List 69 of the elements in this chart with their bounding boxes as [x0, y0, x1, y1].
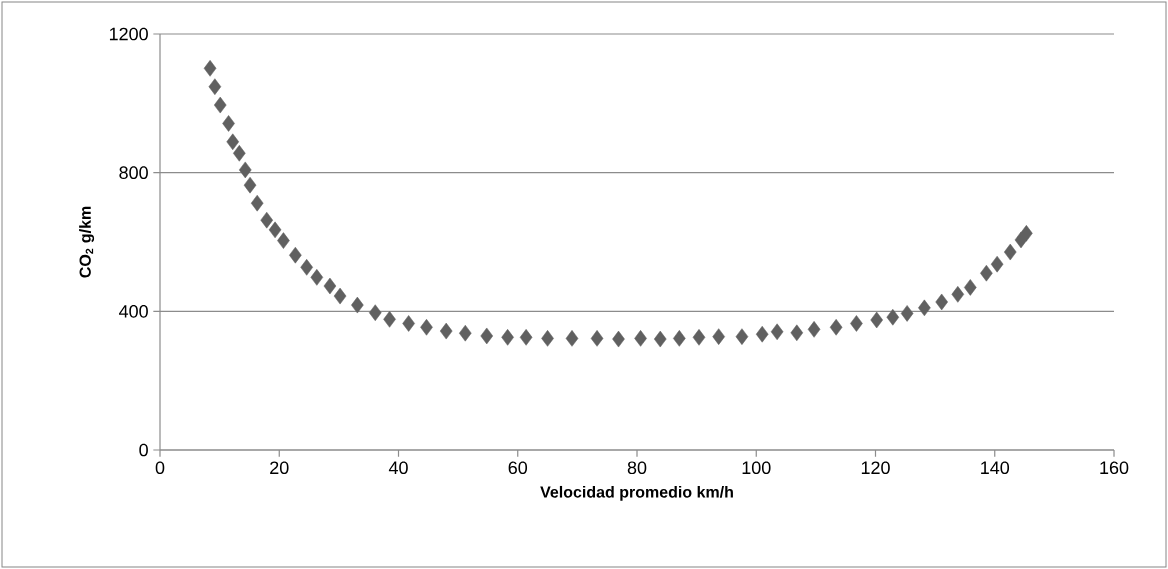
- point: [634, 330, 647, 347]
- point: [850, 315, 863, 332]
- y-axis-title: CO$_{2}$ g/km: [79, 206, 95, 278]
- point: [310, 269, 324, 286]
- point: [612, 330, 625, 348]
- point: [807, 321, 821, 338]
- point: [935, 293, 948, 311]
- point: [886, 308, 900, 326]
- point: [233, 144, 246, 162]
- x-tick-label: 140: [981, 461, 1010, 475]
- point: [951, 286, 965, 303]
- point: [277, 232, 290, 249]
- point: [673, 330, 686, 347]
- point: [289, 246, 302, 264]
- point: [590, 330, 604, 347]
- point: [268, 221, 282, 239]
- point: [990, 255, 1004, 273]
- point: [300, 259, 313, 276]
- x-tick-label: 120: [861, 461, 890, 475]
- point: [351, 296, 364, 314]
- point: [565, 330, 579, 347]
- y-tick-label: 0: [139, 443, 148, 457]
- point: [226, 133, 240, 151]
- x-tick-label: 100: [742, 461, 771, 475]
- point: [735, 328, 749, 345]
- x-tick-label: 60: [508, 461, 528, 475]
- y-tick-label: 800: [119, 166, 148, 180]
- point: [323, 277, 337, 295]
- point: [439, 322, 453, 340]
- point: [980, 264, 993, 282]
- point: [222, 115, 235, 132]
- point: [420, 319, 433, 336]
- point: [368, 304, 382, 321]
- point: [239, 161, 252, 179]
- point: [712, 328, 725, 345]
- point: [250, 194, 264, 212]
- point: [480, 327, 494, 345]
- point: [755, 325, 769, 343]
- point: [829, 319, 843, 336]
- x-tick-label: 80: [627, 461, 647, 475]
- point: [519, 329, 533, 346]
- point: [243, 176, 257, 194]
- point: [653, 330, 667, 348]
- point: [260, 211, 273, 229]
- point: [402, 315, 415, 332]
- point: [333, 287, 347, 305]
- x-tick-label: 20: [270, 461, 289, 475]
- point: [870, 311, 883, 329]
- point: [208, 78, 222, 95]
- point: [501, 329, 514, 346]
- point: [770, 323, 784, 341]
- point: [918, 299, 931, 317]
- point: [541, 330, 554, 347]
- y-tick-label: 400: [119, 304, 148, 318]
- point: [900, 305, 914, 322]
- point: [692, 329, 706, 346]
- x-tick-label: 160: [1100, 461, 1129, 475]
- x-axis-title: Velocidad promedio km/h: [540, 485, 733, 501]
- point: [203, 60, 217, 77]
- point: [790, 324, 804, 342]
- point: [213, 96, 227, 114]
- point: [964, 279, 977, 296]
- x-tick-label: 0: [155, 461, 165, 475]
- y-tick-label: 1200: [109, 27, 148, 41]
- point: [1020, 225, 1033, 242]
- point: [383, 311, 396, 328]
- point: [459, 324, 472, 342]
- x-tick-label: 40: [388, 461, 408, 475]
- point: [1003, 243, 1017, 261]
